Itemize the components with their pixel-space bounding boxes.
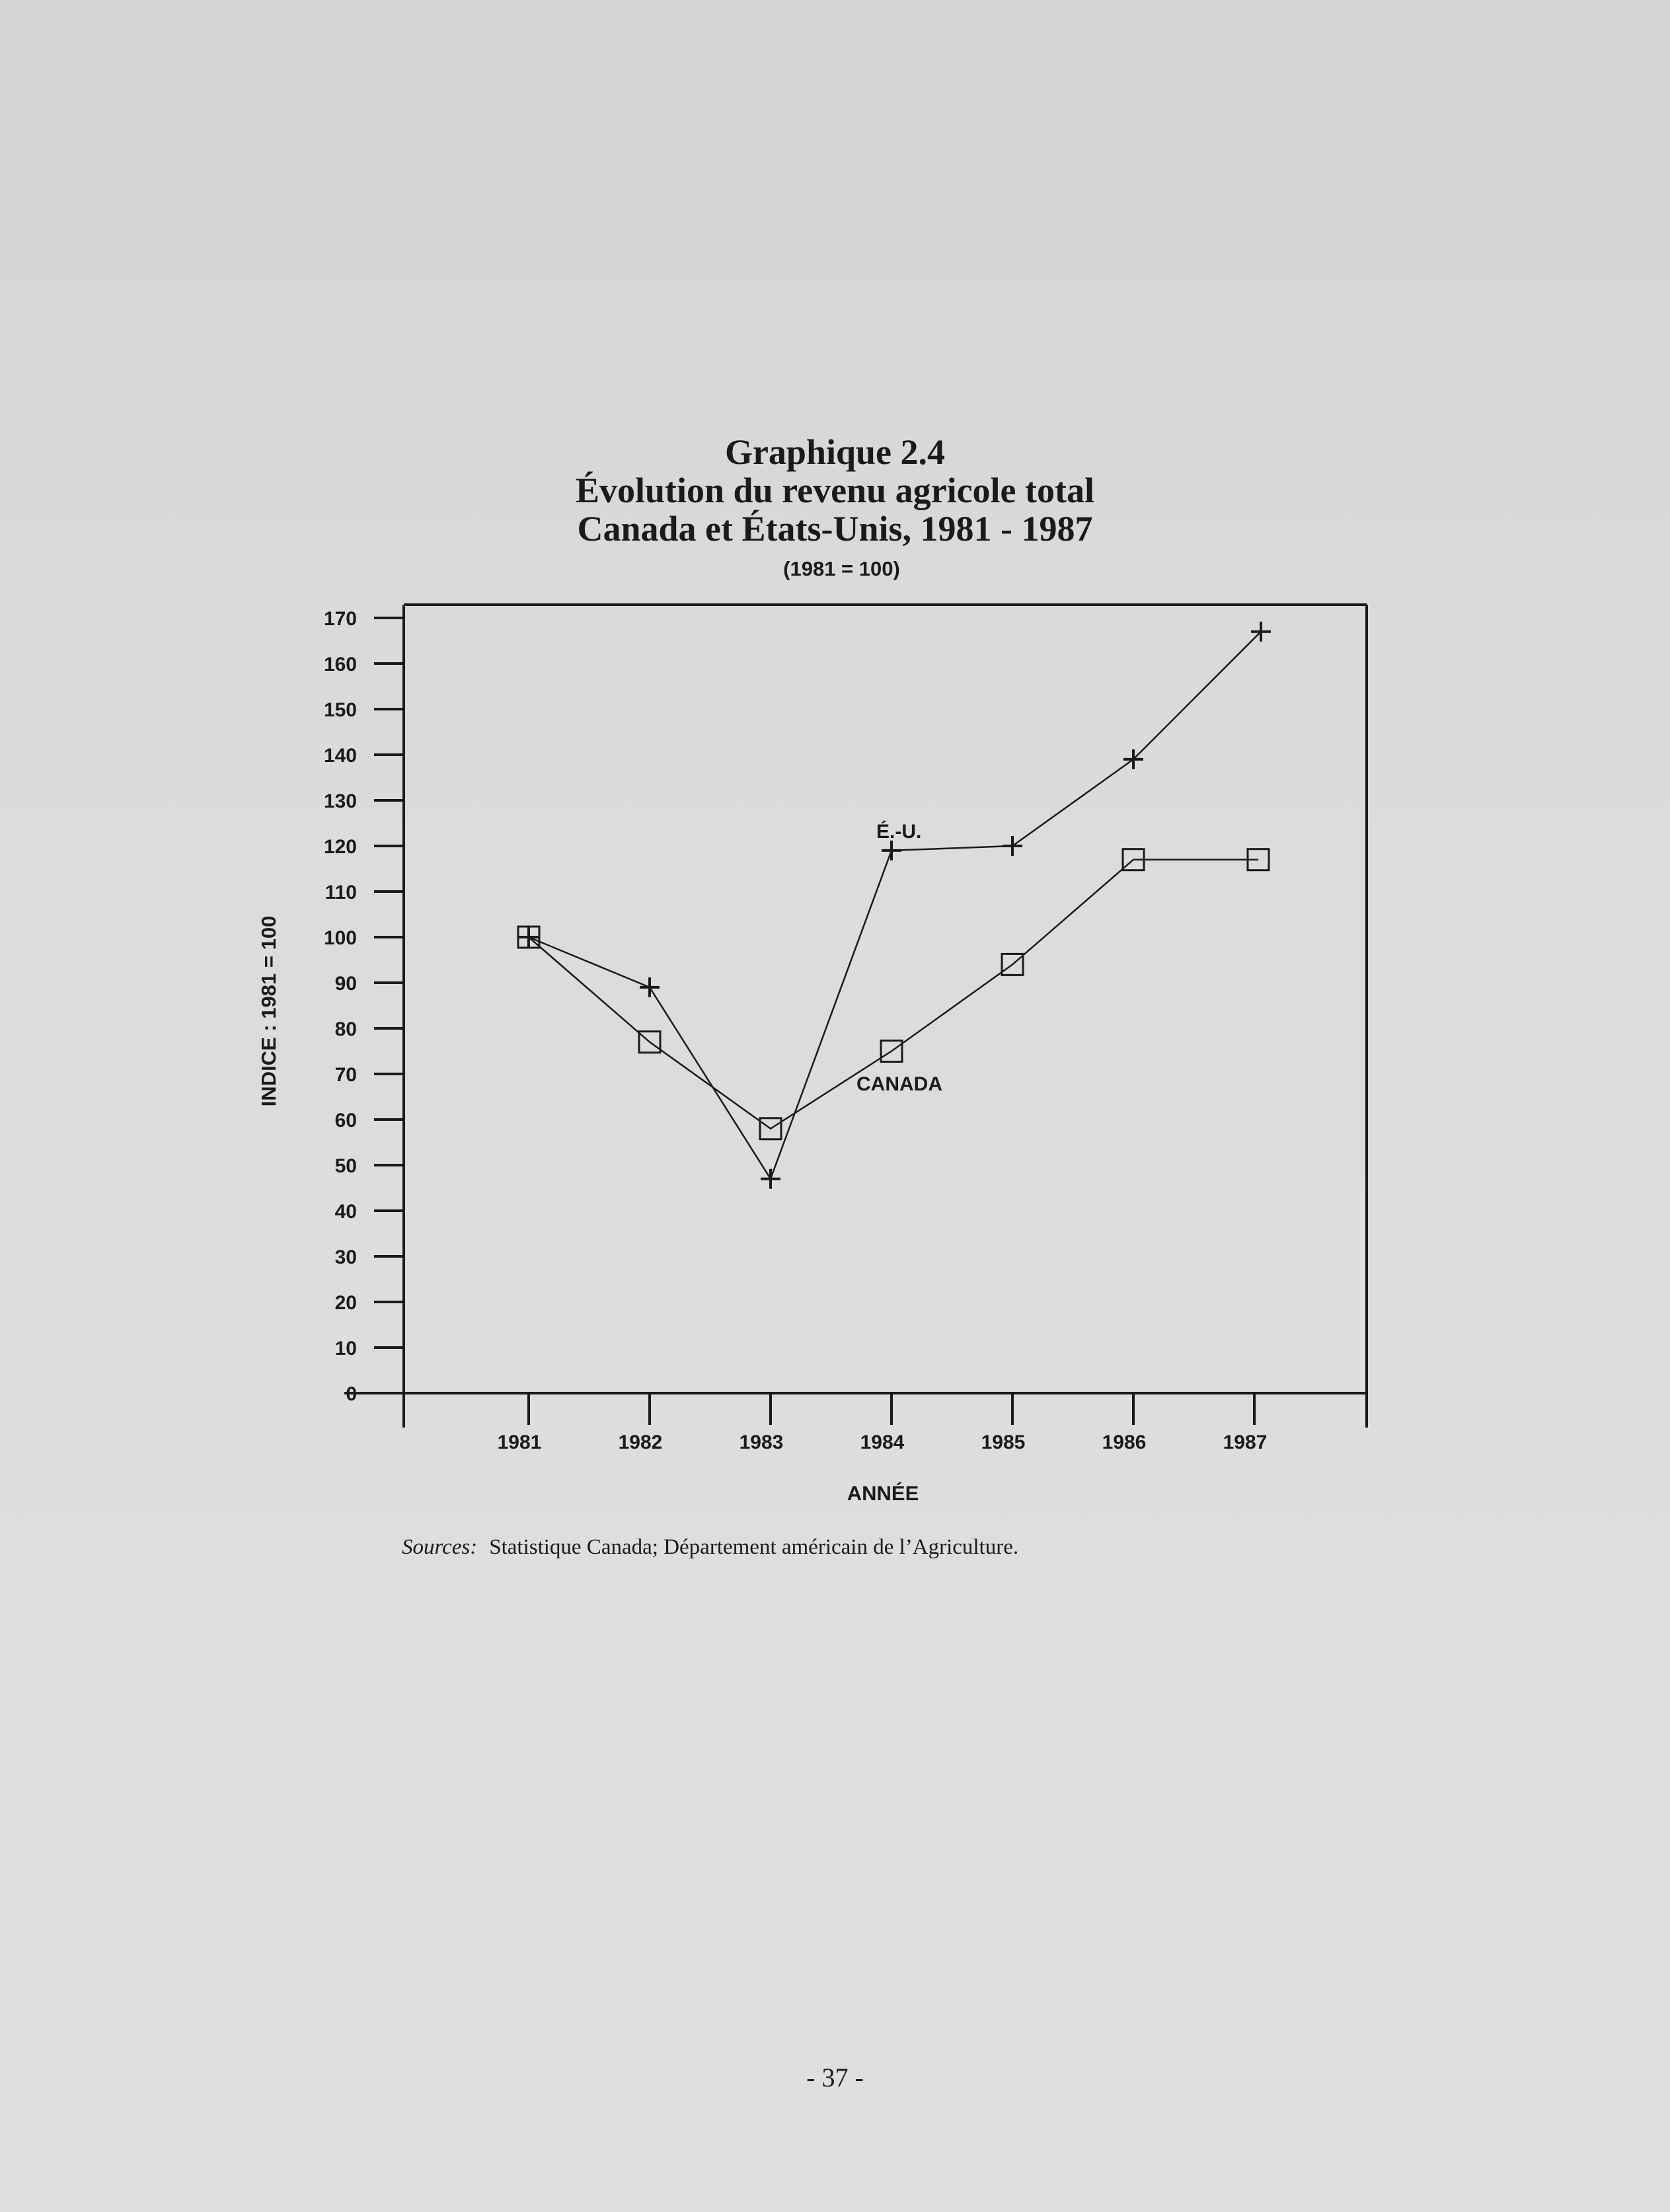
y-tick-label: 10	[335, 1338, 357, 1359]
y-tick-label: 110	[325, 882, 357, 903]
y-tick-label: 70	[335, 1064, 357, 1086]
series-label-eu: É.-U.	[876, 820, 921, 843]
y-tick-label: 90	[335, 973, 357, 995]
data-point-square	[638, 1030, 662, 1054]
y-tick-label: 40	[335, 1201, 357, 1223]
data-point-square	[759, 1117, 782, 1141]
series-canada	[517, 848, 1270, 1141]
chart-title-line-2: Évolution du revenu agricole total	[575, 471, 1094, 510]
plot-frame	[344, 603, 1368, 1428]
y-tick-label: 60	[335, 1110, 357, 1131]
data-point-plus	[640, 977, 660, 997]
sources-label: Sources:	[402, 1535, 478, 1559]
y-tick-label: 130	[324, 790, 357, 812]
data-point-plus	[882, 840, 901, 860]
y-tick-label: 140	[324, 745, 357, 767]
line-chart: 0 10 20 30 40 50 60 70 80 90 100 110 120 130 140 150 160…	[257, 603, 1368, 1505]
chart-title-line-1: Graphique 2.4	[724, 432, 946, 472]
page-number: - 37 -	[806, 2063, 864, 2092]
data-point-square	[1121, 848, 1145, 872]
y-tick-label: 30	[335, 1246, 357, 1268]
y-tick-label: 50	[335, 1155, 357, 1177]
series-layer	[517, 621, 1271, 1189]
x-tick-label: 1985	[981, 1431, 1026, 1453]
y-tick-label: 80	[335, 1018, 357, 1040]
data-point-square	[1001, 952, 1024, 976]
data-point-plus	[1123, 749, 1143, 769]
data-point-plus	[761, 1168, 780, 1189]
y-tick-label: 120	[324, 836, 357, 858]
x-tick-label: 1984	[860, 1431, 905, 1453]
sources-note: Sources: Statistique Canada; Département …	[402, 1535, 1018, 1560]
series-label-canada: CANADA	[856, 1073, 942, 1095]
y-tick-label: 150	[324, 699, 357, 721]
x-axis-label: ANNÉE	[847, 1482, 919, 1505]
x-tick-label: 1982	[619, 1431, 663, 1453]
data-point-plus	[1251, 621, 1271, 642]
data-point-square	[880, 1040, 903, 1063]
chart-subtitle: (1981 = 100)	[783, 557, 900, 580]
y-tick-label: 0	[346, 1383, 357, 1405]
series-line	[528, 858, 1258, 1130]
series-eu	[519, 621, 1271, 1189]
chart-title-block: Graphique 2.4 Évolution du revenu agrico…	[0, 433, 1670, 581]
series-line	[528, 630, 1262, 1181]
chart-title-line-3: Canada et États-Unis, 1981 - 1987	[577, 509, 1093, 549]
x-axis: 1981 1982 1983 1984 1985 1986 1987	[498, 1393, 1268, 1453]
y-tick-label: 170	[324, 608, 357, 630]
x-tick-label: 1981	[498, 1431, 542, 1453]
data-point-square	[1246, 848, 1270, 872]
y-axis-label: INDICE : 1981 = 100	[257, 916, 280, 1107]
y-tick-label: 100	[324, 927, 357, 949]
x-tick-label: 1987	[1223, 1431, 1268, 1453]
sources-text: Statistique Canada; Département américai…	[489, 1535, 1019, 1559]
y-tick-label: 160	[324, 654, 357, 675]
x-tick-label: 1983	[740, 1431, 784, 1453]
y-tick-label: 20	[335, 1292, 357, 1314]
x-tick-label: 1986	[1102, 1431, 1147, 1453]
y-axis: 0 10 20 30 40 50 60 70 80 90 100 110 120 130 140 150 160…	[324, 608, 404, 1405]
data-point-plus	[1003, 836, 1022, 856]
data-point-square	[517, 925, 541, 949]
